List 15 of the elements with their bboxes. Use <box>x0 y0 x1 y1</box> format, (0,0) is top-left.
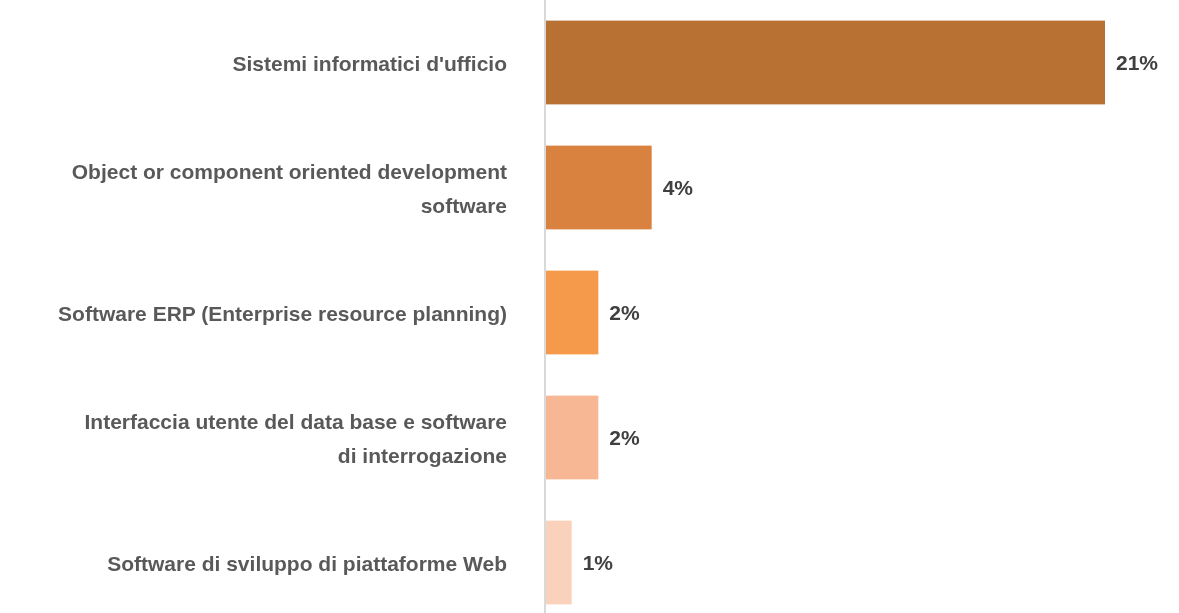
bar <box>545 395 599 480</box>
bar <box>545 520 572 605</box>
y-tick-label: Sistemi informatici d'ufficio <box>232 51 507 74</box>
data-label: 2% <box>609 426 641 449</box>
y-tick-label: Software di sviluppo di piattaforme Web <box>107 551 507 574</box>
data-label: 4% <box>662 176 694 199</box>
bar <box>545 145 652 230</box>
y-tick-label: Software ERP (Enterprise resource planning) <box>58 301 507 324</box>
data-label: 21% <box>1116 51 1159 74</box>
bar <box>545 20 1105 105</box>
y-tick-label: Object or component oriented development software <box>71 159 507 216</box>
y-tick-label: Interfaccia utente del data base e software di interrogazione <box>84 409 507 466</box>
data-label: 1% <box>582 551 614 574</box>
bar <box>545 270 599 355</box>
data-label: 2% <box>609 301 641 324</box>
